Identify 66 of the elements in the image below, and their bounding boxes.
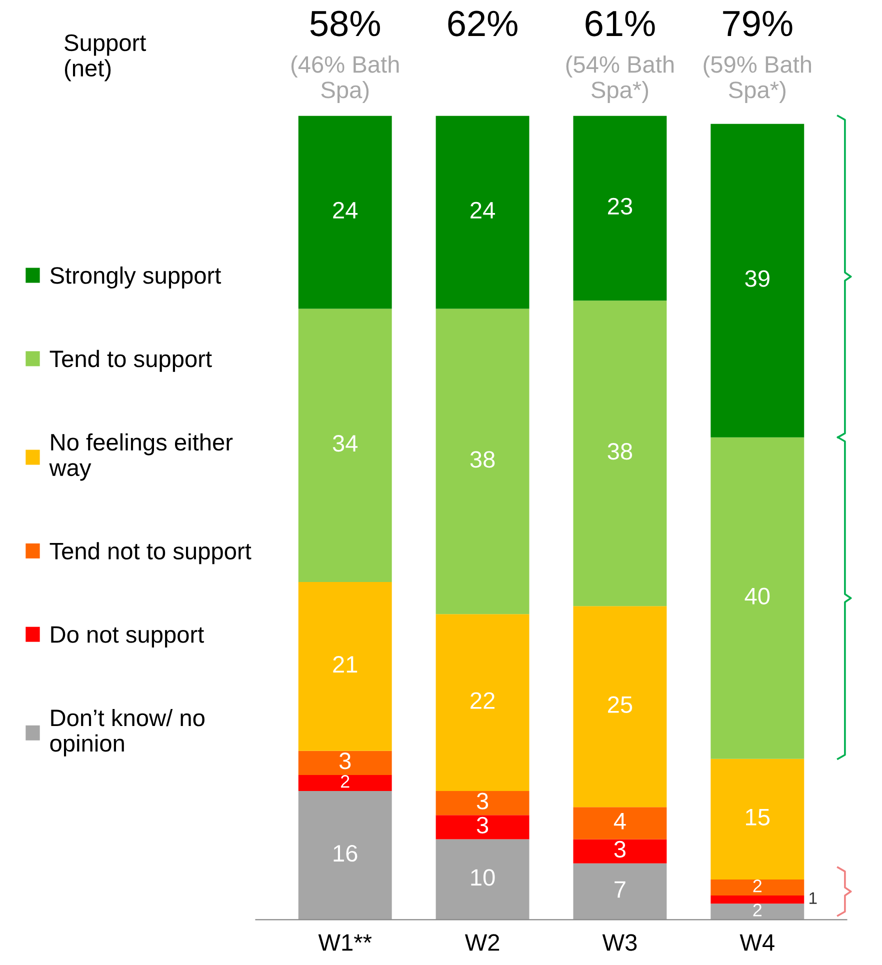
bar bbox=[298, 582, 392, 751]
bar bbox=[573, 300, 667, 606]
legend-label: Do not support bbox=[51, 626, 204, 648]
x-tick-label: W4 bbox=[740, 934, 774, 951]
bar bbox=[573, 606, 667, 808]
bar bbox=[710, 904, 804, 920]
x-tick-label: W1** bbox=[318, 934, 372, 951]
data-label: 3 bbox=[339, 752, 351, 770]
text: (46% Bath Spa) bbox=[291, 56, 399, 103]
data-label: 38 bbox=[608, 443, 632, 460]
data-label: 24 bbox=[470, 202, 495, 218]
bar bbox=[436, 116, 530, 309]
bar bbox=[573, 807, 667, 840]
text: Support (net) bbox=[64, 34, 146, 82]
data-label: 4 bbox=[614, 813, 626, 830]
bar bbox=[298, 308, 392, 582]
data-label: 23 bbox=[608, 198, 632, 215]
data-label: 25 bbox=[608, 696, 632, 713]
data-label: 2 bbox=[340, 775, 350, 788]
legend-label: No feelings either way bbox=[49, 433, 233, 481]
bar bbox=[710, 758, 804, 880]
text: (54% Bath Spa*) bbox=[566, 56, 674, 103]
data-label: 39 bbox=[745, 270, 770, 287]
data-label: 15 bbox=[746, 809, 770, 826]
x-tick-label: W2 bbox=[464, 934, 500, 951]
text: 58% bbox=[310, 10, 380, 36]
data-label: 16 bbox=[334, 844, 358, 862]
legend-label: Tend not to support bbox=[50, 542, 252, 564]
bar bbox=[436, 815, 530, 840]
data-label: 21 bbox=[333, 656, 358, 673]
legend-label: Don’t know/ no opinion bbox=[50, 708, 204, 756]
text: 62% bbox=[448, 10, 518, 36]
bar bbox=[436, 308, 530, 614]
text: 61% bbox=[586, 10, 655, 36]
text: 79% bbox=[723, 10, 792, 36]
data-label: 38 bbox=[470, 451, 495, 468]
data-label: 24 bbox=[333, 202, 358, 218]
data-label: 2 bbox=[753, 904, 762, 916]
text: (59% Bath Spa*) bbox=[704, 56, 811, 103]
bar bbox=[710, 124, 804, 438]
bar bbox=[573, 863, 667, 920]
legend-label: Strongly support bbox=[50, 266, 222, 289]
bar bbox=[710, 879, 804, 896]
bar bbox=[298, 774, 392, 792]
bar bbox=[573, 116, 667, 301]
bar bbox=[436, 839, 530, 920]
data-label: 3 bbox=[476, 792, 488, 810]
bar bbox=[298, 750, 392, 775]
data-label: 10 bbox=[471, 869, 495, 886]
bar bbox=[710, 437, 804, 759]
bar bbox=[298, 116, 392, 309]
data-label: 34 bbox=[332, 434, 358, 452]
data-label: 22 bbox=[470, 692, 494, 709]
bar bbox=[298, 791, 392, 920]
legend-label: Tend to support bbox=[50, 350, 212, 372]
bar bbox=[573, 839, 667, 864]
bar bbox=[436, 791, 530, 816]
x-tick-label: W3 bbox=[602, 934, 637, 951]
data-label: 2 bbox=[753, 880, 762, 892]
data-label: 3 bbox=[476, 816, 488, 834]
data-label: 3 bbox=[614, 840, 626, 858]
data-label: 40 bbox=[744, 588, 770, 604]
data-label: 1 bbox=[810, 892, 817, 904]
bar bbox=[436, 614, 530, 792]
data-label: 7 bbox=[614, 881, 626, 898]
bar bbox=[710, 896, 804, 904]
